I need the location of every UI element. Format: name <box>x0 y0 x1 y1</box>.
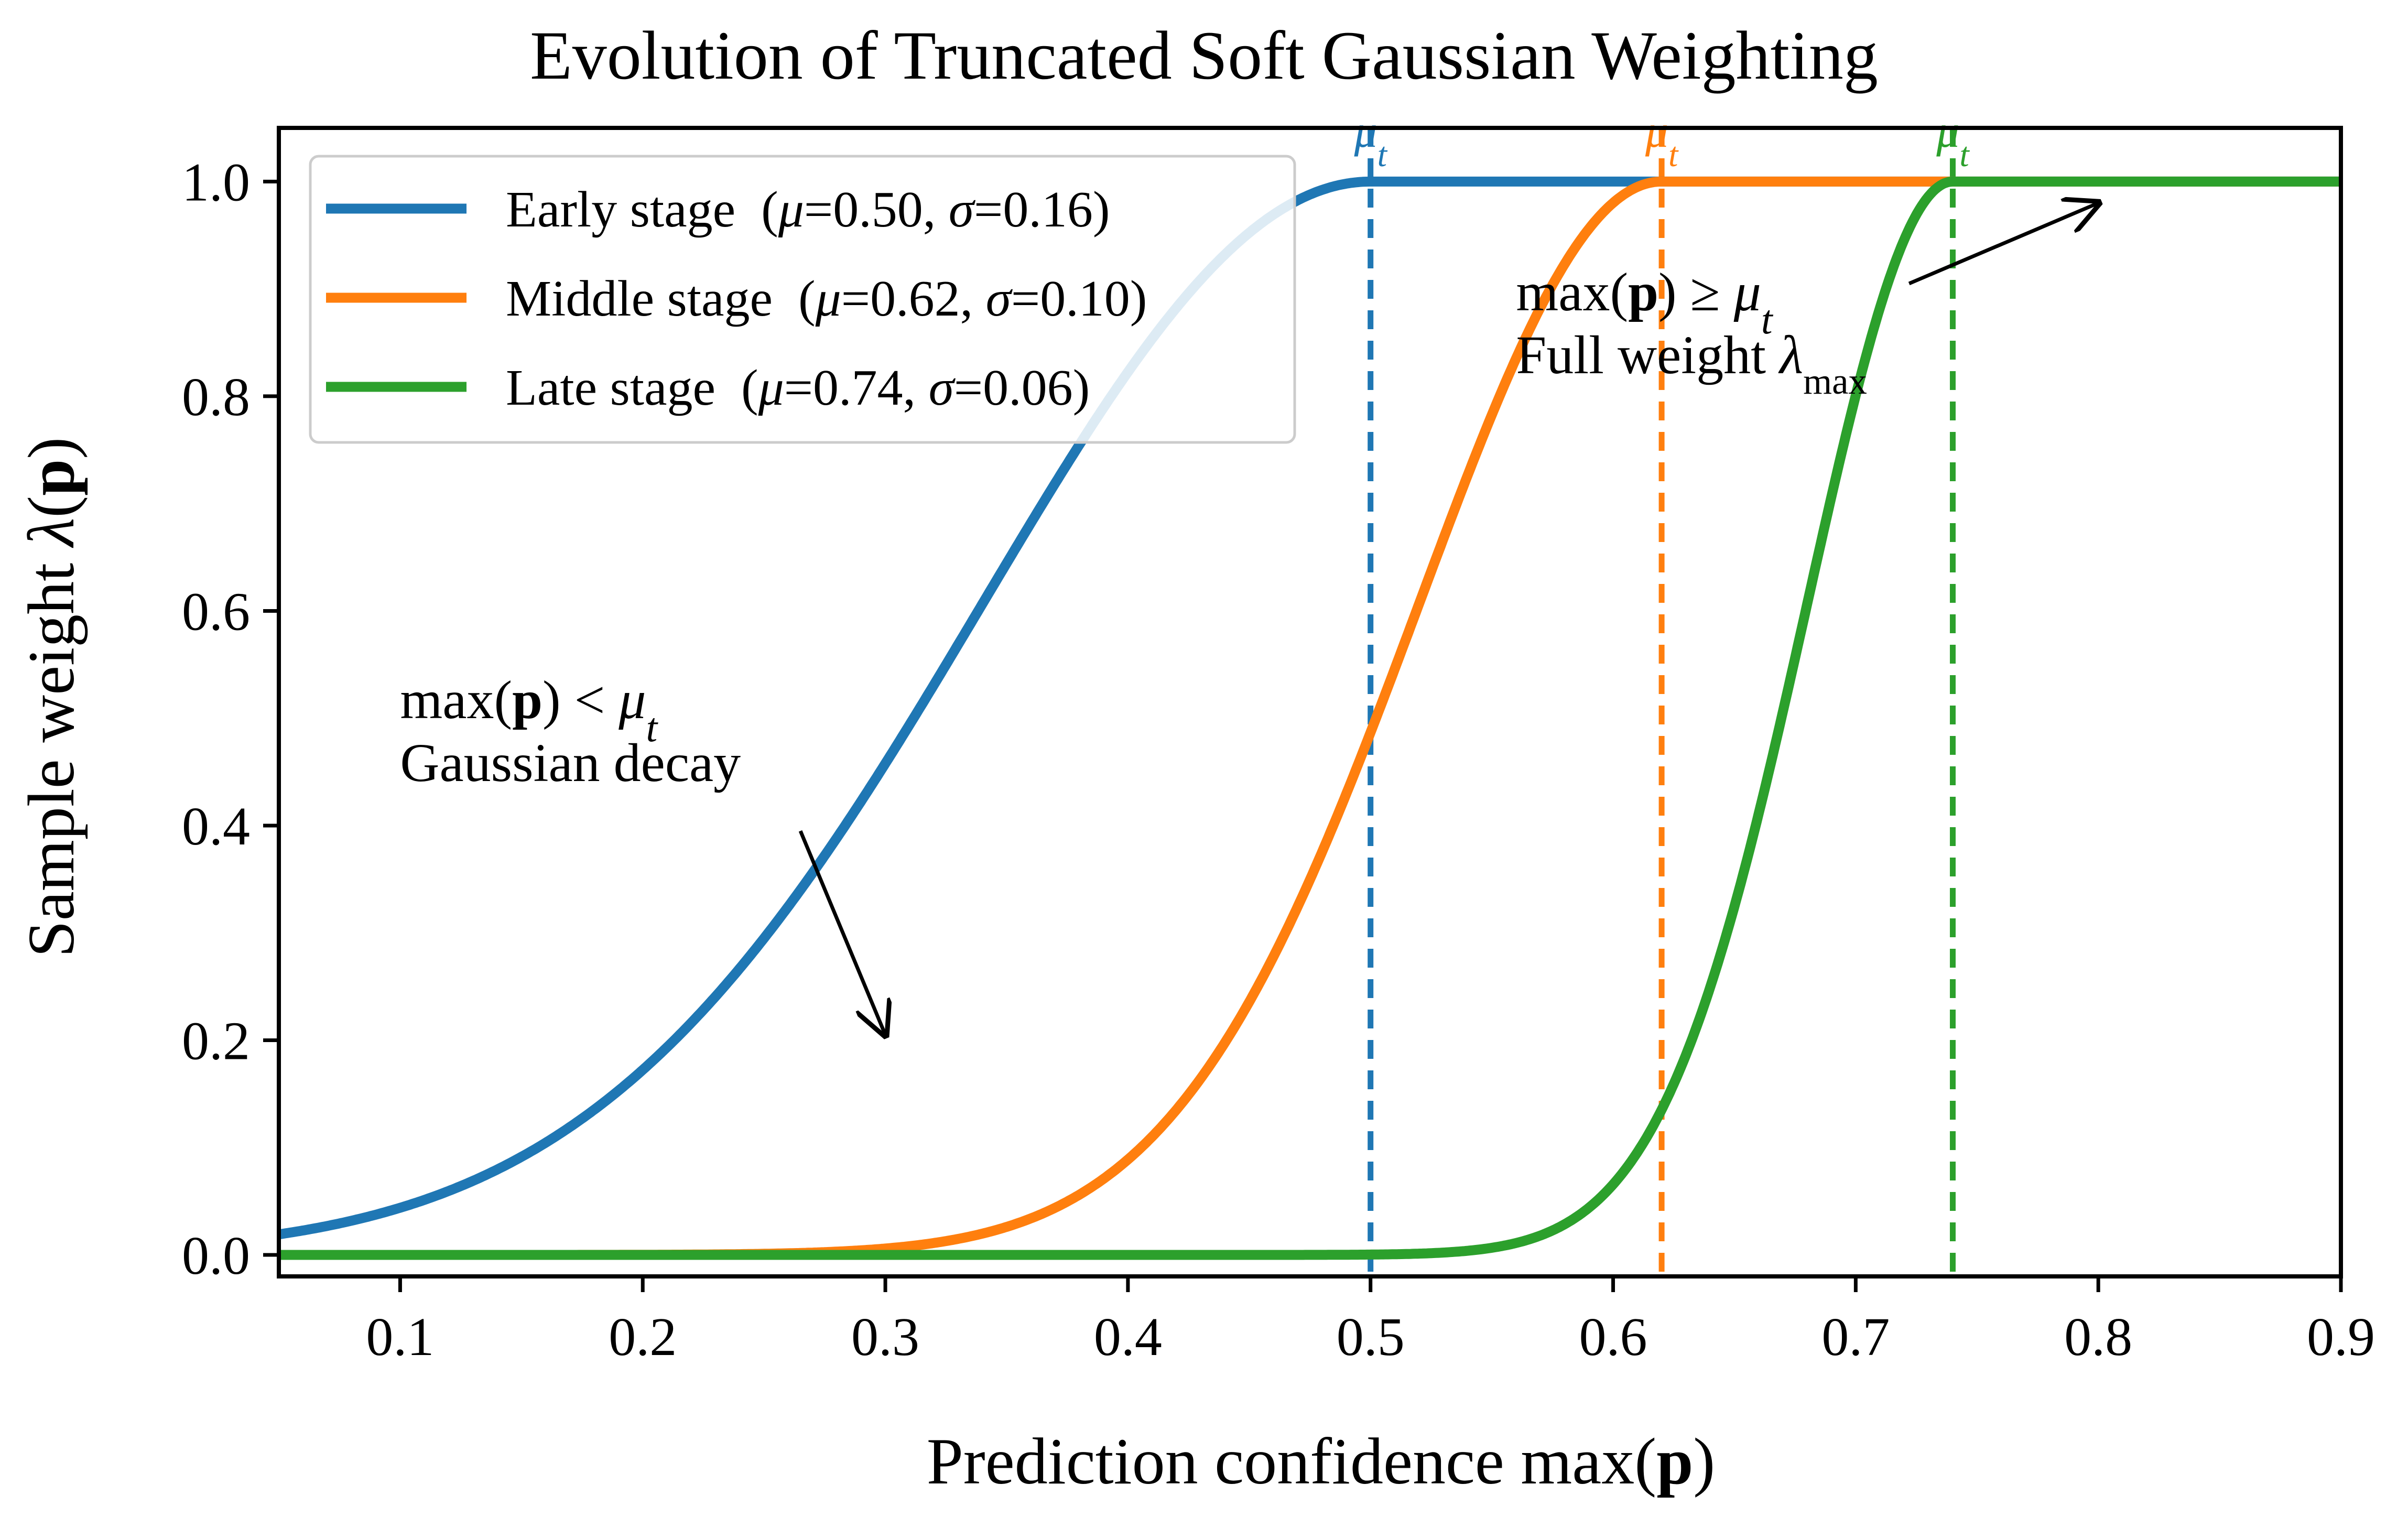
y-tick-label: 0.0 <box>182 1226 250 1286</box>
y-tick-label: 0.6 <box>182 581 250 642</box>
x-tick-label: 0.7 <box>1821 1307 1890 1367</box>
x-tick-label: 0.8 <box>2064 1307 2132 1367</box>
x-tick-label: 0.9 <box>2307 1307 2375 1367</box>
y-axis-label: Sample weight λ(p) <box>15 437 88 957</box>
x-tick-label: 0.4 <box>1094 1307 1162 1367</box>
axes-frame <box>277 126 2343 1278</box>
plot-area: μt μt μt 0.1 0.2 0.3 0.4 0.5 0.6 0.7 0.8 0.9 0.0 0.2 0… <box>182 106 2375 1367</box>
y-tick-label: 1.0 <box>182 152 250 212</box>
x-axis-label: Prediction confidence max(p) <box>927 1425 1716 1498</box>
legend-label-3: Late stage (μ=0.74, σ=0.06) <box>506 360 1090 416</box>
mu-threshold-label-1: μt <box>1353 106 1387 174</box>
legend: Early stage (μ=0.50, σ=0.16) Middle stage… <box>309 155 1296 444</box>
x-tick-label: 0.1 <box>366 1307 434 1367</box>
legend-box <box>309 155 1296 444</box>
y-tick-label: 0.4 <box>182 796 250 857</box>
x-tick-label: 0.2 <box>609 1307 677 1367</box>
annotation-full-arrow <box>1908 203 2098 286</box>
legend-label-1: Early stage (μ=0.50, σ=0.16) <box>506 181 1110 238</box>
annotation-decay-line-2: Gaussian decay <box>400 733 741 793</box>
chart-title: Evolution of Truncated Soft Gaussian Wei… <box>530 17 1878 94</box>
annotation-full-line-2: Full weight λmax​ <box>1516 325 1867 402</box>
x-tick-label: 0.5 <box>1337 1307 1405 1367</box>
annotation-decay-arrow <box>798 830 885 1035</box>
series-curves <box>279 176 2341 1260</box>
x-tick-label: 0.3 <box>851 1307 919 1367</box>
mu-threshold-label-2: μt <box>1645 106 1679 174</box>
series-line-3 <box>279 176 2341 1260</box>
annotation-decay-line-1: max(p) < μt​ <box>400 670 658 750</box>
legend-label-2: Middle stage (μ=0.62, σ=0.10) <box>506 270 1147 327</box>
y-tick-label: 0.2 <box>182 1011 250 1071</box>
mu-threshold-label-3: μt <box>1936 106 1970 174</box>
x-tick-label: 0.6 <box>1579 1307 1647 1367</box>
y-tick-label: 0.8 <box>182 367 250 427</box>
annotation-full-line-1: max(p) ≥ μt​ <box>1516 262 1773 342</box>
